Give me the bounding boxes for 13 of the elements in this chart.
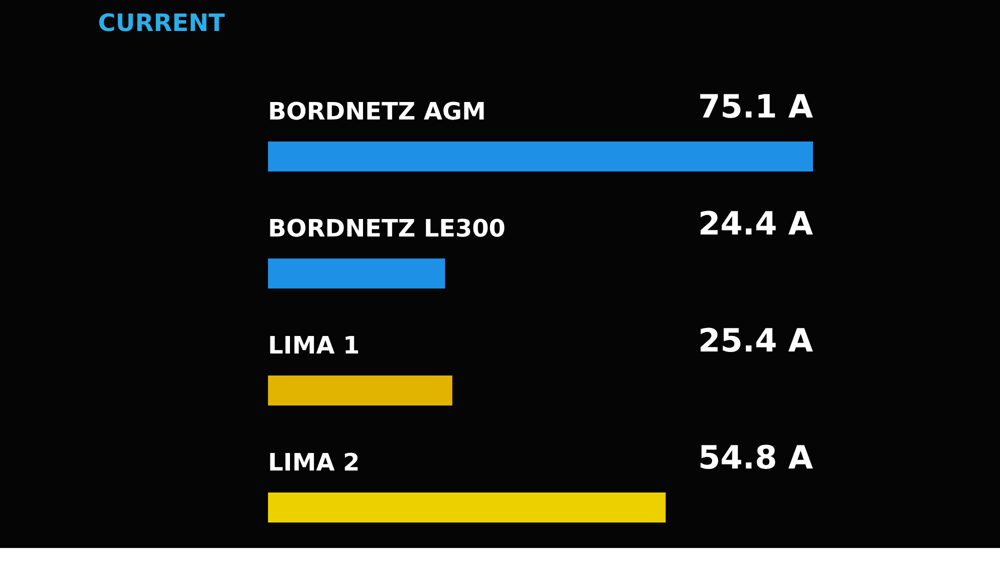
- y-tick-label: BORDNETZ LE300: [268, 214, 506, 242]
- y-tick-label: BORDNETZ AGM: [268, 98, 486, 126]
- y-tick-label: LIMA 1: [268, 332, 360, 360]
- data-label: 25.4 A: [698, 322, 814, 360]
- bar: [268, 258, 446, 288]
- data-label: 54.8 A: [698, 438, 814, 476]
- data-label: 75.1 A: [698, 88, 814, 126]
- bar: [268, 492, 666, 522]
- bar: [268, 142, 813, 172]
- y-tick-label: LIMA 2: [268, 448, 360, 476]
- bar: [268, 376, 452, 406]
- chart-title: CURRENT: [98, 9, 226, 37]
- data-label: 24.4 A: [698, 204, 814, 242]
